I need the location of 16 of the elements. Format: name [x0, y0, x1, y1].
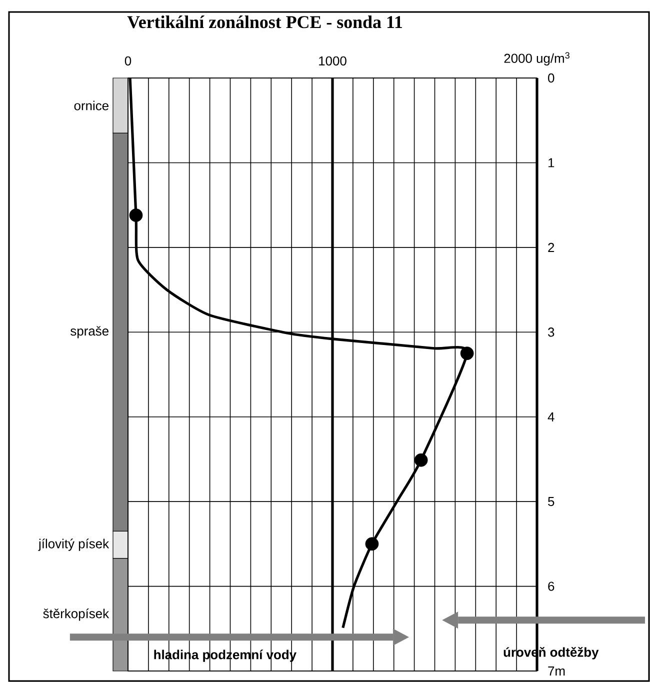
- y-tick-label: 2: [548, 242, 554, 252]
- y-tick-label: 0: [548, 73, 554, 83]
- y-tick-label: 4: [548, 412, 554, 422]
- chart-title: Vertikální zonálnost PCE - sonda 11: [127, 16, 402, 28]
- y-tick-label: 3: [548, 328, 554, 337]
- y-tick-label: 6: [548, 582, 554, 591]
- series-label: štěrkopísek: [43, 608, 110, 621]
- y-tick-label: 7m: [548, 666, 565, 676]
- series-label: ornice: [74, 100, 108, 110]
- x-tick-label: 1000: [319, 56, 346, 66]
- series-label: spraše: [70, 326, 108, 338]
- x-tick-label: 0: [124, 56, 132, 66]
- y-tick-label: 1: [548, 158, 554, 168]
- y-tick-label: 5: [548, 497, 554, 506]
- x-tick-label: 2000 ug/m$^{3}$: [504, 52, 570, 66]
- series-label: jílovitý písek: [38, 538, 110, 551]
